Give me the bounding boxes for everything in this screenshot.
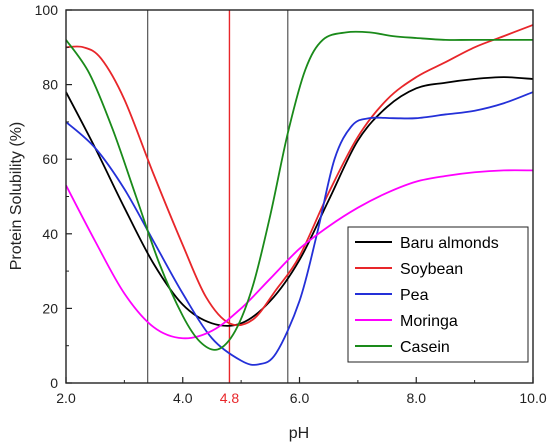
y-tick-label: 40 [42,226,58,242]
highlight-tick-label: 4.8 [220,390,240,406]
legend-label: Soybean [400,261,463,278]
y-tick-label: 0 [50,375,58,391]
y-tick-label: 80 [42,77,58,93]
series-lines [66,24,533,366]
x-axis: 2.0 4.0 6.0 8.0 10.0 4.8 [56,377,547,406]
legend: Baru almonds Soybean Pea Moringa Casein [347,226,529,363]
legend-label: Baru almonds [400,235,499,252]
x-axis-title: pH [289,425,309,442]
series-line-baru-almonds [66,76,533,327]
legend-label: Pea [400,287,429,304]
series-line-pea [66,91,533,366]
y-tick-label: 100 [35,2,59,18]
legend-label: Moringa [400,313,458,330]
x-tick-label: 2.0 [56,390,76,406]
series-line-soybean [66,24,533,327]
x-tick-label: 10.0 [519,390,546,406]
y-axis-title: Protein Solubility (%) [8,122,25,271]
x-tick-label: 6.0 [290,390,310,406]
y-tick-label: 60 [42,151,58,167]
series-line-moringa [66,169,533,340]
legend-label: Casein [400,339,450,356]
x-tick-label: 8.0 [407,390,427,406]
y-tick-label: 20 [42,300,58,316]
series-line-casein [66,30,533,351]
y-axis: 0 20 40 60 80 100 [35,2,72,391]
x-tick-label: 4.0 [173,390,193,406]
